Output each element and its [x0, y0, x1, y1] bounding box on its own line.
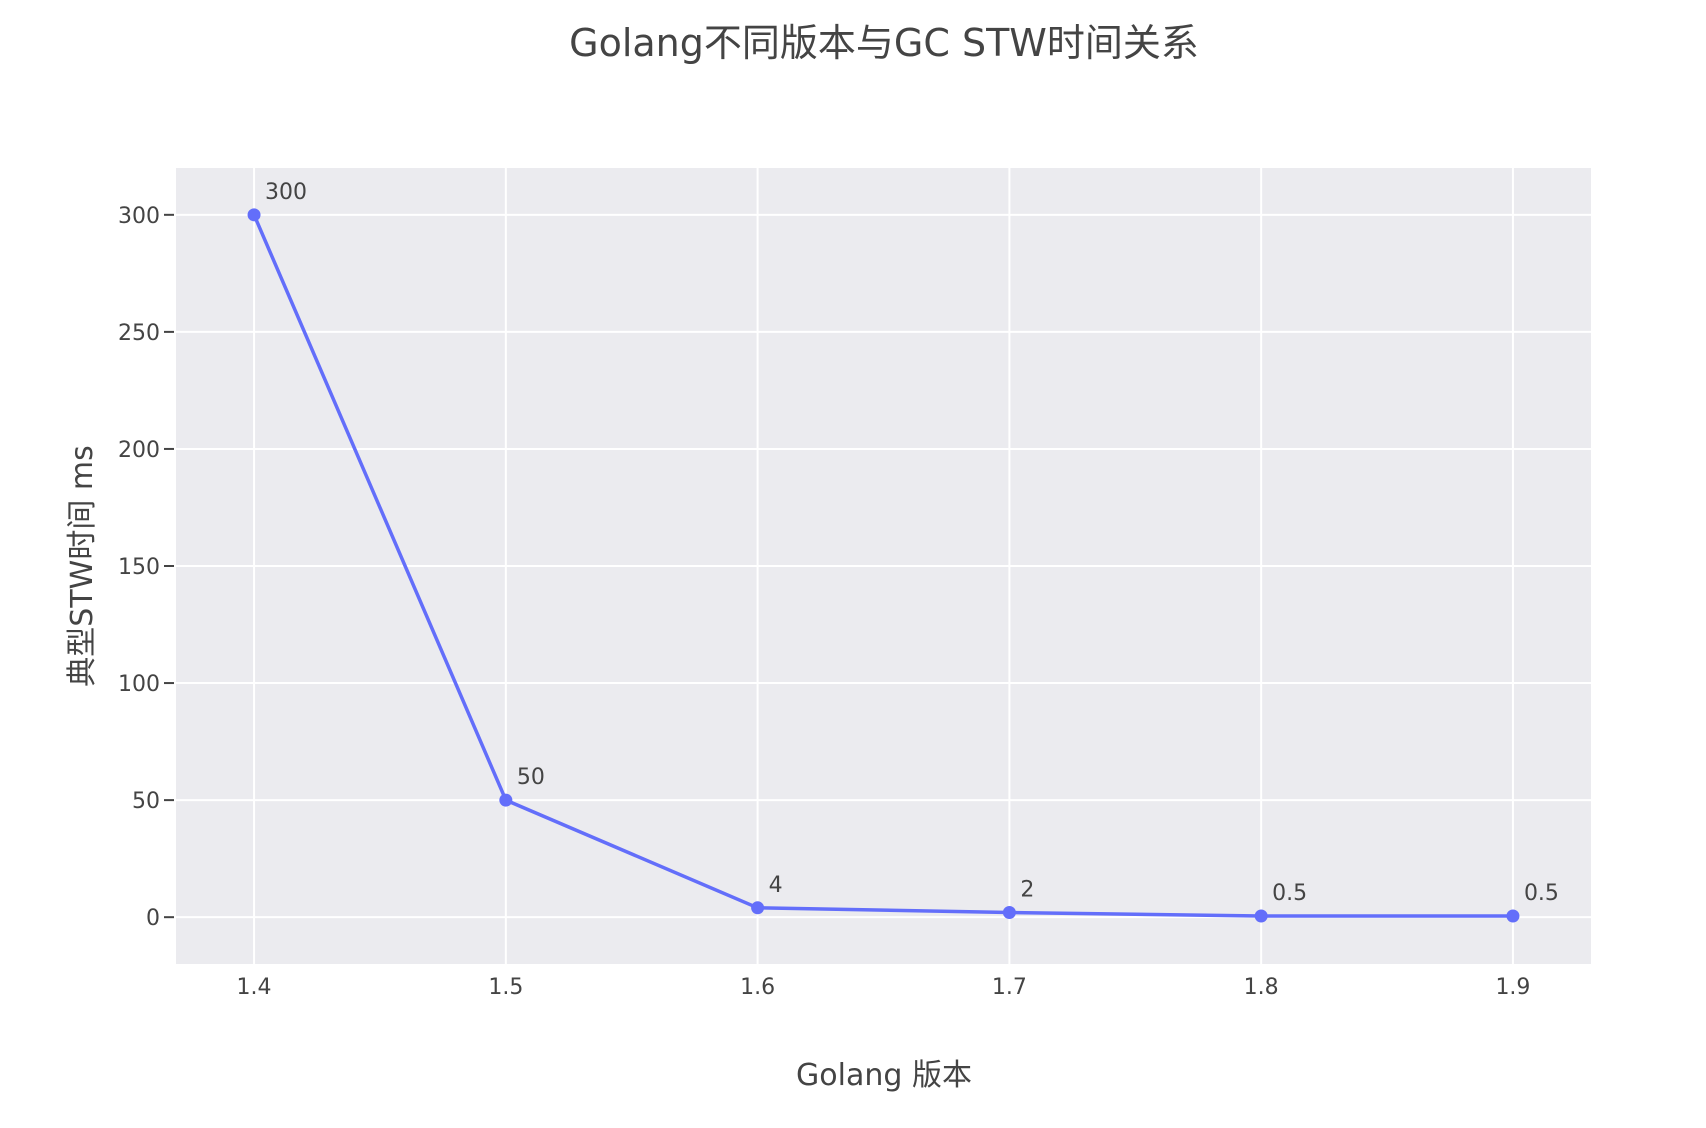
data-point [1002, 905, 1016, 919]
y-axis-title: 典型STW时间 ms [65, 445, 100, 686]
series-layer [247, 208, 1520, 923]
x-axis-title: Golang 版本 [796, 1058, 972, 1093]
y-tick-label: 0 [146, 906, 160, 931]
x-tick-label: 1.4 [237, 975, 272, 1000]
data-point [247, 208, 261, 222]
chart-title: Golang不同版本与GC STW时间关系 [569, 21, 1199, 65]
data-label: 0.5 [1272, 881, 1307, 906]
x-tick-label: 1.6 [740, 975, 775, 1000]
y-tick-label: 150 [118, 555, 160, 580]
data-label: 0.5 [1524, 881, 1559, 906]
x-tick-label: 1.5 [488, 975, 523, 1000]
x-tick-label: 1.9 [1495, 975, 1530, 1000]
x-axis: 1.4 1.5 1.6 1.7 1.8 1.9 [237, 975, 1531, 1000]
data-label: 2 [1020, 877, 1034, 902]
x-tick-label: 1.7 [992, 975, 1027, 1000]
series-line [252, 213, 1515, 918]
y-tick-label: 100 [118, 672, 160, 697]
x-tick-label: 1.8 [1244, 975, 1279, 1000]
data-point [1506, 909, 1520, 923]
y-tick-label: 300 [118, 204, 160, 229]
data-labels: 300 50 4 2 0.5 0.5 [265, 180, 1559, 906]
y-tick-label: 250 [118, 321, 160, 346]
y-tick-label: 200 [118, 438, 160, 463]
data-point [1254, 909, 1268, 923]
data-label: 50 [517, 765, 545, 790]
data-point [751, 901, 765, 915]
data-point [499, 793, 513, 807]
data-label: 4 [769, 873, 783, 898]
grid-lines [176, 168, 1591, 964]
y-axis: 0 50 100 150 200 250 300 [118, 204, 174, 931]
y-tick-label: 50 [132, 789, 160, 814]
data-label: 300 [265, 180, 307, 205]
